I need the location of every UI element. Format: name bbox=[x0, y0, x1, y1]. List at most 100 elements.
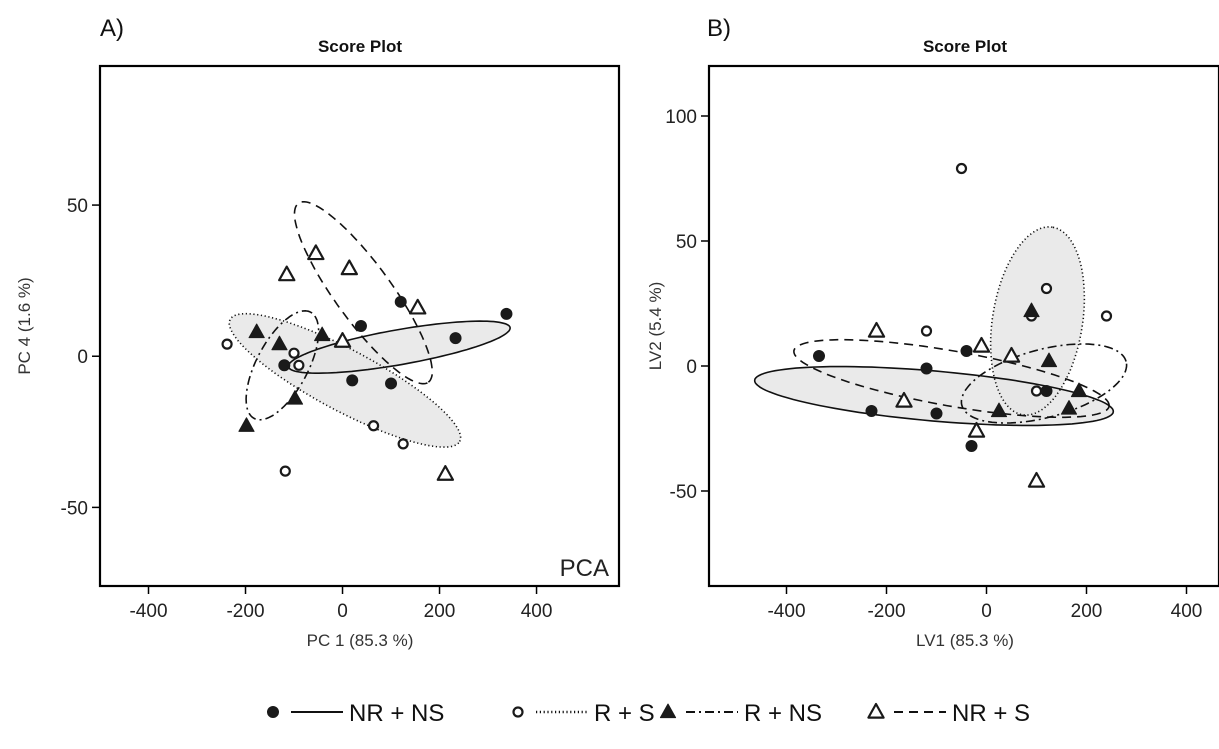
data-point bbox=[346, 374, 359, 387]
legend-marker bbox=[659, 703, 677, 719]
x-tick-label: 0 bbox=[981, 601, 992, 622]
plot-frame bbox=[707, 64, 1219, 588]
legend-item: R + S bbox=[512, 700, 655, 727]
x-tick-label: 400 bbox=[1171, 601, 1203, 622]
data-point bbox=[895, 391, 913, 408]
chart-title: Score Plot bbox=[318, 37, 402, 56]
y-tick-label: 50 bbox=[676, 232, 697, 253]
legend: NR + NS R + S R + NS NR + S bbox=[267, 700, 1030, 727]
data-point bbox=[1027, 471, 1046, 488]
ellipse-fill-1 bbox=[990, 226, 1085, 416]
x-tick-label: -200 bbox=[867, 601, 905, 622]
data-point bbox=[920, 362, 933, 375]
legend-marker bbox=[512, 706, 524, 718]
data-point bbox=[354, 320, 367, 332]
x-tick-label: 400 bbox=[521, 601, 553, 622]
y-tick-label: -50 bbox=[61, 498, 88, 519]
panel-a-score-plot: -400 -200 0 200 400 -50 0 50 A) Score Plot PC 1 (8… bbox=[15, 15, 621, 650]
data-point bbox=[279, 465, 291, 477]
data-point bbox=[367, 420, 380, 432]
plot-area bbox=[753, 162, 1128, 488]
legend-label: R + S bbox=[594, 700, 655, 727]
x-tick-label: 200 bbox=[424, 601, 456, 622]
data-point bbox=[865, 405, 878, 417]
data-point bbox=[314, 326, 331, 342]
panel-label: A) bbox=[100, 15, 124, 42]
y-tick-label: -50 bbox=[670, 482, 697, 503]
data-point bbox=[385, 377, 398, 390]
panel-label: B) bbox=[707, 15, 731, 42]
data-point bbox=[813, 350, 825, 362]
data-point bbox=[1040, 385, 1053, 397]
data-point bbox=[409, 298, 427, 315]
data-point bbox=[972, 336, 991, 353]
data-point bbox=[920, 325, 933, 337]
data-point bbox=[1002, 346, 1021, 363]
plot-area bbox=[221, 201, 513, 481]
x-tick-label: -200 bbox=[226, 601, 264, 622]
y-tick-label: 100 bbox=[665, 107, 697, 128]
legend-label: NR + S bbox=[952, 700, 1030, 727]
x-tick-label: -400 bbox=[129, 601, 167, 622]
legend-label: NR + NS bbox=[349, 700, 444, 727]
x-axis-label: PC 1 (85.3 %) bbox=[307, 631, 414, 650]
legend-item: R + NS bbox=[659, 700, 822, 727]
data-point bbox=[1023, 302, 1040, 318]
data-point bbox=[1040, 352, 1058, 368]
data-point bbox=[271, 335, 288, 351]
y-tick-label: 0 bbox=[77, 347, 88, 368]
confidence-ellipse-dotted bbox=[228, 312, 462, 448]
confidence-ellipse-solid bbox=[753, 365, 1115, 427]
y-tick-label: 50 bbox=[67, 196, 88, 217]
data-point bbox=[293, 359, 305, 371]
data-point bbox=[278, 265, 296, 282]
data-point bbox=[930, 407, 943, 420]
chart-title: Score Plot bbox=[923, 37, 1007, 56]
legend-item: NR + S bbox=[867, 700, 1030, 727]
data-point bbox=[867, 321, 886, 338]
confidence-ellipse-dashed bbox=[293, 201, 433, 385]
data-point bbox=[1030, 385, 1043, 397]
legend-label: R + NS bbox=[744, 700, 822, 727]
y-tick-label: 0 bbox=[686, 357, 697, 378]
data-point bbox=[436, 465, 455, 481]
data-point bbox=[960, 345, 973, 357]
data-point bbox=[1100, 310, 1113, 322]
data-point bbox=[990, 402, 1008, 418]
x-tick-label: -400 bbox=[767, 601, 805, 622]
data-point bbox=[965, 440, 978, 452]
data-point bbox=[238, 417, 255, 432]
data-point bbox=[288, 347, 300, 359]
legend-marker bbox=[267, 706, 279, 718]
data-point bbox=[340, 259, 359, 276]
data-point bbox=[221, 338, 233, 350]
confidence-ellipse-dash-dot bbox=[245, 309, 320, 421]
data-point bbox=[248, 323, 265, 339]
ellipse-fill-1 bbox=[229, 313, 461, 448]
confidence-ellipse-dotted bbox=[989, 226, 1086, 416]
data-point bbox=[967, 421, 986, 438]
y-axis-label: LV2 (5.4 %) bbox=[646, 282, 665, 371]
x-axis-label: LV1 (85.3 %) bbox=[916, 631, 1014, 650]
confidence-ellipse-dashed bbox=[793, 338, 1110, 419]
data-point bbox=[955, 162, 968, 175]
data-point bbox=[394, 295, 407, 308]
data-point bbox=[278, 359, 291, 372]
data-point bbox=[286, 390, 304, 405]
legend-item: NR + NS bbox=[267, 700, 444, 727]
data-point bbox=[307, 244, 325, 261]
data-point bbox=[397, 438, 409, 450]
x-tick-label: 200 bbox=[1071, 601, 1103, 622]
method-tag: PCA bbox=[560, 555, 609, 582]
data-point bbox=[500, 307, 513, 320]
data-point bbox=[1070, 382, 1088, 398]
data-point bbox=[449, 332, 462, 345]
panel-b-score-plot: -400 -200 0 200 400 -50 0 50 100 B) Score Plot LV1 … bbox=[646, 15, 1219, 650]
data-point bbox=[333, 332, 352, 348]
data-point bbox=[1040, 282, 1053, 295]
y-axis-label: PC 4 (1.6 %) bbox=[15, 277, 34, 374]
legend-marker bbox=[867, 702, 885, 719]
data-point bbox=[1060, 400, 1078, 415]
confidence-ellipse-dash-dot bbox=[960, 343, 1128, 424]
